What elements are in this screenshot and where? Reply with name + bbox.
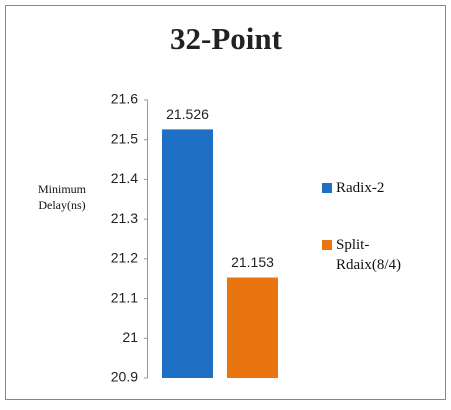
- data-label: 21.526: [166, 106, 209, 122]
- y-tick-label: 21.6: [111, 91, 138, 107]
- y-tick-label: 21.2: [111, 250, 138, 266]
- chart-border: [5, 5, 446, 400]
- y-tick-label: 20.9: [111, 369, 138, 385]
- y-tick-label: 21.5: [111, 130, 138, 146]
- data-label: 21.153: [231, 254, 274, 270]
- chart-title: 32-Point: [170, 21, 283, 56]
- legend-item: Radix-2: [322, 178, 432, 198]
- legend-swatch: [322, 240, 332, 250]
- y-tick-label: 21.3: [111, 210, 138, 226]
- y-axis-label: Minimum Delay(ns): [37, 182, 86, 212]
- legend-item: Split-Rdaix(8/4): [322, 235, 432, 275]
- bar: [162, 129, 213, 378]
- y-tick-label: 21: [122, 329, 138, 345]
- legend-label: Split-Rdaix(8/4): [336, 237, 401, 273]
- y-tick-label: 21.1: [111, 289, 138, 305]
- bar: [227, 277, 278, 378]
- y-tick-label: 21.4: [111, 170, 138, 186]
- legend-swatch: [322, 183, 332, 193]
- legend-label: Radix-2: [336, 180, 385, 196]
